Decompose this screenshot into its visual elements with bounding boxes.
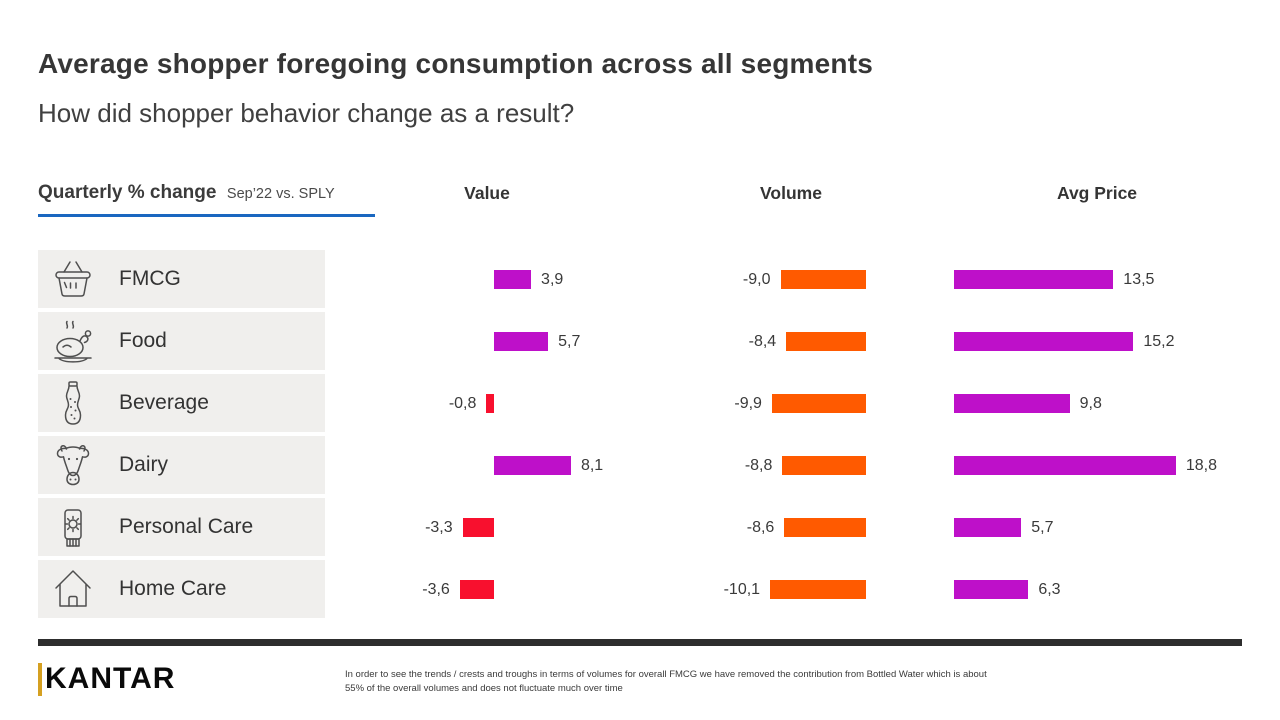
bar-value-label-value-home-care: -3,6 [422,580,450,598]
quarterly-change-header: Quarterly % change Sep’22 vs. SPLY [38,182,375,217]
category-label: Personal Care [119,515,254,538]
bar-value-label-volume-fmcg: -9,0 [742,270,771,288]
category-row-dairy: Dairy [38,436,325,494]
footnote-line-1: In order to see the trends / crests and … [345,669,987,680]
category-label: Food [119,329,167,352]
footnote-line-2: 55% of the overall volumes and does not … [345,682,623,694]
bar-value-label-value-beverage: -0,8 [448,394,477,412]
bar-value-home-care [459,579,494,599]
bar-volume-personal-care [784,517,866,537]
bar-value-label-volume-dairy: -8,8 [744,456,773,474]
column-header-avg-price: Avg Price [1056,183,1138,203]
bar-value-label-value-dairy: 8,1 [580,456,604,474]
bar-value-food [494,331,549,351]
category-label: Beverage [119,391,209,414]
category-label: Dairy [119,453,169,476]
bar-avg-price-home-care [954,579,1029,599]
category-row-fmcg: FMCG [38,250,325,308]
bar-value-fmcg [494,269,532,289]
category-label: FMCG [119,267,181,290]
category-row-beverage: Beverage [38,374,325,432]
roast-chicken-icon [47,316,99,366]
period-label: Sep’22 vs. SPLY [226,186,335,202]
kantar-logo: KANTAR [38,662,175,696]
logo-gold-bar-icon [38,662,42,696]
bar-value-label-avg-price-fmcg: 13,5 [1123,270,1155,288]
footnote: In order to see the trends / crests and … [345,668,1135,696]
category-row-food: Food [38,312,325,370]
bar-value-personal-care [462,517,494,537]
category-label: Home Care [119,577,227,600]
column-header-value: Value [464,183,510,203]
bar-value-dairy [494,455,571,475]
bar-volume-fmcg [780,269,866,289]
bar-value-label-avg-price-dairy: 18,8 [1185,456,1217,474]
category-row-personal-care: Personal Care [38,498,325,556]
bar-value-beverage [486,393,494,413]
lotion-tube-icon [47,502,99,552]
bar-volume-beverage [771,393,866,413]
cow-icon [47,440,99,490]
bar-volume-dairy [782,455,866,475]
bar-avg-price-fmcg [954,269,1114,289]
bar-avg-price-dairy [954,455,1176,475]
bar-value-label-value-food: 5,7 [558,332,581,350]
bar-value-label-avg-price-personal-care: 5,7 [1031,518,1054,536]
page-subtitle: How did shopper behavior change as a res… [38,98,575,128]
bar-avg-price-personal-care [954,517,1022,537]
bar-value-label-volume-food: -8,4 [748,332,777,350]
column-header-volume: Volume [760,183,822,203]
bar-value-label-value-personal-care: -3,3 [425,518,453,536]
bar-value-label-avg-price-beverage: 9,8 [1079,394,1102,412]
bar-volume-food [786,331,866,351]
quarterly-change-label: Quarterly % change [38,182,217,203]
house-icon [47,564,99,614]
bar-value-label-volume-personal-care: -8,6 [746,518,775,536]
bar-value-label-avg-price-food: 15,2 [1143,332,1175,350]
soda-bottle-icon [47,378,99,428]
bar-avg-price-beverage [954,393,1070,413]
bar-value-label-volume-beverage: -9,9 [734,394,762,412]
category-row-home-care: Home Care [38,560,325,618]
basket-icon [47,254,99,304]
bar-value-label-value-fmcg: 3,9 [541,270,564,288]
divider-bar [38,639,1242,646]
logo-wordmark: KANTAR [45,662,176,695]
bar-value-label-volume-home-care: -10,1 [723,580,761,598]
bar-volume-home-care [770,579,866,599]
bar-value-label-avg-price-home-care: 6,3 [1038,580,1061,598]
page-title: Average shopper foregoing consumption ac… [38,48,873,79]
bar-avg-price-food [954,331,1134,351]
